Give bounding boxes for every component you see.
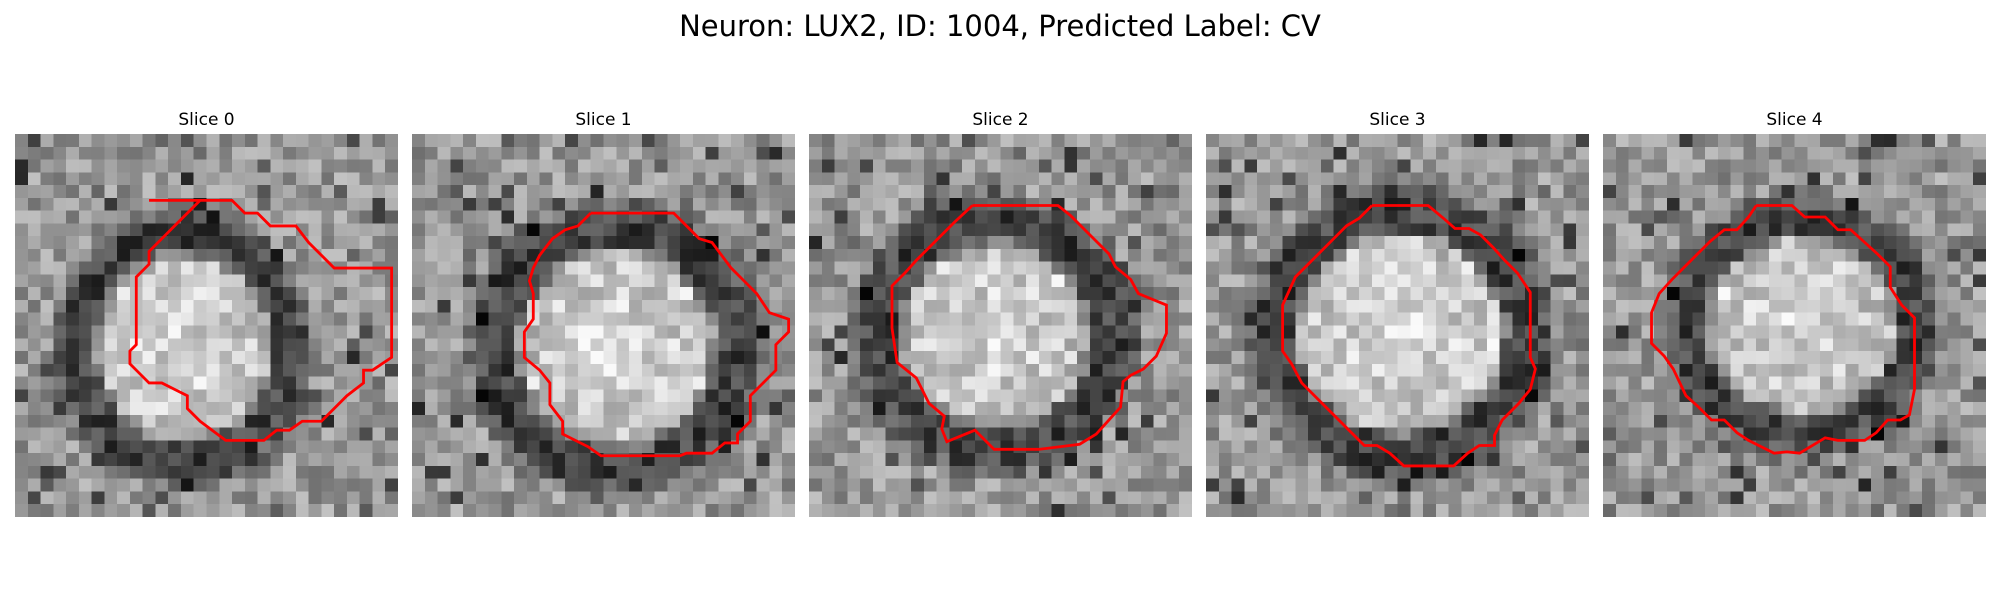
slice-image [1603,134,1986,517]
slice-title: Slice 3 [1369,110,1426,130]
slice-title: Slice 0 [178,110,235,130]
grayscale-pixels [1206,134,1589,517]
slice-title: Slice 2 [972,110,1029,130]
slice-image [15,134,398,517]
slice-image [809,134,1192,517]
grayscale-pixels [809,134,1192,517]
slice-panel-3: Slice 3 [1206,108,1589,517]
grayscale-pixels [15,134,398,517]
grayscale-pixels [412,134,795,517]
slice-panel-4: Slice 4 [1603,108,1986,517]
segmentation-contour [890,204,1168,451]
slice-title: Slice 1 [575,110,632,130]
figure-title: Neuron: LUX2, ID: 1004, Predicted Label:… [679,9,1321,43]
segmentation-contour [1650,204,1916,455]
slice-image [1206,134,1589,517]
slice-title: Slice 4 [1766,110,1823,130]
slice-image [412,134,795,517]
slice-panel-1: Slice 1 [412,108,795,517]
segmentation-contour [522,211,791,458]
grayscale-pixels [1603,134,1986,517]
segmentation-contour [1281,204,1537,468]
slice-panel-2: Slice 2 [809,108,1192,517]
segmentation-contour [128,198,394,442]
slice-panel-0: Slice 0 [15,108,398,517]
